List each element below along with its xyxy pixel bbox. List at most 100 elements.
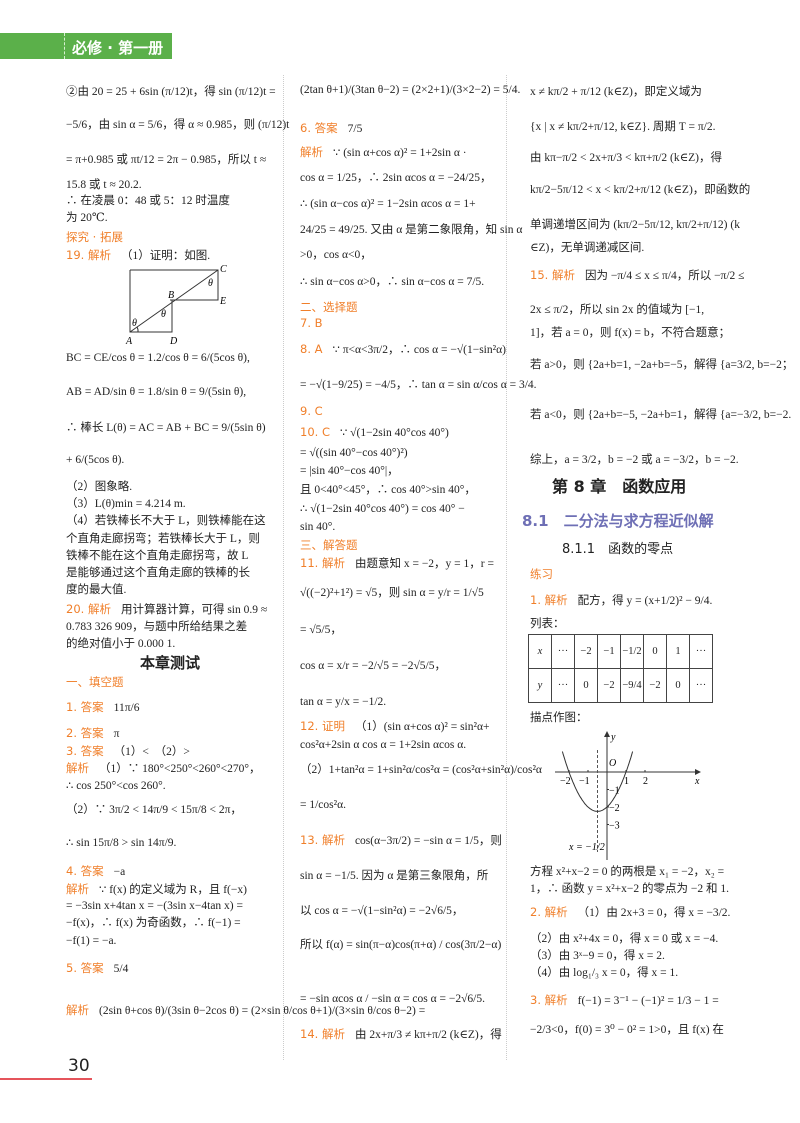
answer-text: （2）∵ 3π/2 < 14π/9 < 15π/8 < 2π，	[66, 804, 242, 816]
answer-text: = √5/5，	[300, 624, 342, 636]
text-line: = √5/5，	[300, 622, 342, 638]
answer-text: 个直角走廊拐弯；若铁棒长大于 L，则	[66, 533, 260, 545]
table-cell: 0	[643, 634, 667, 669]
answer-text: 以 cos α = −√(1−sin²α) = −2√6/5，	[300, 905, 464, 917]
answer-label: 12. 证明	[300, 719, 345, 733]
answer-text: 若 a>0，则 {2a+b=1, −2a+b=−5，解得 {a=3/2, b=−…	[530, 359, 794, 371]
table-cell: ···	[551, 668, 575, 703]
label-c: C	[220, 264, 227, 275]
answer-text: ∵ (sin α+cos α)² = 1+2sin α ·	[333, 147, 467, 159]
text-line: (2tan θ+1)/(3tan θ−2) = (2×2+1)/(3×2−2) …	[300, 82, 520, 98]
text-line: 15. 解析 因为 −π/4 ≤ x ≤ π/4，所以 −π/2 ≤	[530, 267, 745, 284]
answer-text: （1）(sin α+cos α)² = sin²α+	[354, 721, 490, 733]
answer-text: 为 20℃.	[66, 212, 108, 224]
text-line: 本章测试	[140, 655, 200, 673]
book-title: 必修 · 第一册	[72, 39, 164, 57]
answer-label: 2. 答案	[66, 726, 104, 740]
chapter-test-title: 本章测试	[140, 654, 201, 672]
answer-label: 20. 解析	[66, 602, 111, 616]
text-line: −f(x)，∴ f(x) 为奇函数，∴ f(−1) =	[66, 915, 241, 931]
table-cell: ···	[689, 668, 713, 703]
angle-arc	[136, 326, 139, 333]
answer-text: (2sin θ+cos θ)/(3sin θ−2cos θ) = (2×sin …	[99, 1005, 426, 1017]
text-line: 2. 答案 π	[66, 725, 119, 742]
answer-text: ∈Z)，无单调递减区间.	[530, 242, 645, 254]
text-line: 以 cos α = −√(1−sin²α) = −2√6/5，	[300, 903, 463, 919]
section-heading: 探究 · 拓展	[66, 230, 123, 244]
answer-text: −f(1) = −a.	[66, 935, 117, 947]
parabola-curve	[561, 751, 634, 812]
answer-label: 解析	[66, 1003, 89, 1017]
x-tick-label: 1	[624, 776, 629, 787]
answer-text: π	[113, 728, 120, 740]
answer-text: ∵ √(1−2sin 40°cos 40°)	[339, 427, 449, 439]
answer-text: （1）证明：如图.	[120, 250, 211, 262]
text-line: 14. 解析由 2x+π/3 ≠ kπ+π/2 (k∈Z)，得	[300, 1026, 502, 1043]
answer-text: = |sin 40°−cos 40°|，	[300, 465, 399, 477]
figure-19-corridor-diagram: C B E A D θ θ θ	[125, 264, 227, 347]
answer-text: cos(α−3π/2) = −sin α = 1/5，则	[354, 835, 502, 847]
answer-text: 1，∴ 函数 y = x²+x−2 的零点为 −2 和 1.	[530, 883, 730, 895]
table-cell: ···	[551, 634, 575, 669]
answer-text: sin 40°.	[300, 521, 336, 533]
answer-text: f(−1) = 3⁻¹ − (−1)² = 1/3 − 1 =	[577, 995, 719, 1007]
x-tick-label: −2	[560, 776, 571, 787]
text-line: （2）图象略.	[66, 479, 132, 495]
answer-text: x ≠ kπ/2 + π/12 (k∈Z)，即定义域为	[530, 86, 702, 98]
book-header-banner: 必修 · 第一册	[0, 33, 172, 59]
text-line: cos α = x/r = −2/√5 = −2√5/5，	[300, 658, 446, 674]
text-line: 3. 解析 f(−1) = 3⁻¹ − (−1)² = 1/3 − 1 =	[530, 992, 719, 1009]
text-line: sin 40°.	[300, 519, 335, 535]
text-line: （4）由 log₁/₃ x = 0，得 x = 1.	[530, 965, 678, 981]
text-line: （3）L(θ)min = 4.214 m.	[66, 496, 186, 512]
x-axis-label: x	[694, 776, 700, 787]
text-line: {x | x ≠ kπ/2+π/12, k∈Z}. 周期 T = π/2.	[530, 119, 715, 135]
answer-text: 因为 −π/4 ≤ x ≤ π/4，所以 −π/2 ≤	[584, 270, 745, 282]
text-line: ∴ sin 15π/8 > sin 14π/9.	[66, 835, 176, 851]
value-table: x ··· −2 −1 −1/2 0 1 ··· y ··· 0 −2 −9/4 −2 0 ···	[528, 634, 713, 703]
y-axis-arrow	[604, 731, 610, 737]
table-cell: 0	[666, 668, 690, 703]
text-line: 方程 x²+x−2 = 0 的两根是 x₁ = −2，x₂ =	[530, 864, 724, 880]
answer-text: （1）∵ 180°<250°<260°<270°，	[99, 763, 261, 775]
answer-text: 由题意知 x = −2，y = 1，r =	[354, 558, 494, 570]
answer-text: 由 kπ−π/2 < 2x+π/3 < kπ+π/2 (k∈Z)，得	[530, 152, 722, 164]
answer-text: （2）1+tan²α = 1+sin²α/cos²α = (cos²α+sin²…	[300, 764, 542, 776]
answer-text: 是能够通过这个直角走廊的铁棒的长	[66, 567, 250, 579]
answer-text: （2）图象略.	[66, 481, 133, 493]
text-line: 3. 答案 （1）< （2）>	[66, 743, 190, 760]
text-line: （2）1+tan²α = 1+sin²α/cos²α = (cos²α+sin²…	[300, 762, 542, 778]
text-line: ②由 20 = 25 + 6sin (π/12)t，得 sin (π/12)t …	[66, 84, 276, 100]
text-line: 20. 解析 用计算器计算，可得 sin 0.9 ≈	[66, 601, 267, 618]
answer-text: 若 a<0，则 {2a+b=−5, −2a+b=1，解得 {a=−3/2, b=…	[530, 409, 792, 421]
text-line: AB = AD/sin θ = 1.8/sin θ = 9/(5sin θ),	[66, 384, 246, 400]
label-b: B	[168, 290, 174, 301]
answer-label: 7. B	[300, 316, 323, 330]
answer-text: ∴ 在凌晨 0：48 或 5：12 时温度	[66, 195, 230, 207]
label-a: A	[125, 336, 133, 347]
table-row-y: y ··· 0 −2 −9/4 −2 0 ···	[528, 668, 713, 703]
answer-text: 5/4	[113, 963, 129, 975]
text-line: 所以 f(α) = sin(π−α)cos(π+α) / cos(3π/2−α)	[300, 937, 501, 953]
text-line: 个直角走廊拐弯；若铁棒长大于 L，则	[66, 531, 260, 547]
corridor-outline	[129, 269, 219, 333]
text-line: 19. 解析 （1）证明：如图.	[66, 247, 210, 264]
answer-label: 2. 解析	[530, 905, 568, 919]
text-line: = 1/cos²α.	[300, 797, 346, 813]
answer-label: 解析	[300, 145, 323, 159]
table-cell: −9/4	[620, 668, 644, 703]
text-line: 0.783 326 909，与题中所给结果之差	[66, 619, 247, 635]
answer-text: cos α = x/r = −2/√5 = −2√5/5，	[300, 660, 446, 672]
text-line: 10. C ∵ √(1−2sin 40°cos 40°)	[300, 424, 449, 441]
answer-text: AB = AD/sin θ = 1.8/sin θ = 9/(5sin θ),	[66, 386, 247, 398]
answer-text: ②由 20 = 25 + 6sin (π/12)t，得 sin (π/12)t …	[66, 86, 276, 98]
text-line: 第 8 章 函数应用	[552, 479, 686, 497]
text-line: 解析 ∵ (sin α+cos α)² = 1+2sin α ·	[300, 144, 467, 161]
answer-label: 11. 解析	[300, 556, 345, 570]
text-line: sin α = −1/5. 因为 α 是第三象限角，所	[300, 868, 488, 884]
text-line: 的绝对值小于 0.000 1.	[66, 636, 175, 652]
answer-text: (2tan θ+1)/(3tan θ−2) = (2×2+1)/(3×2−2) …	[300, 84, 521, 96]
text-line: 练习	[530, 566, 553, 583]
text-line: = −3sin x+4tan x = −(3sin x−4tan x) =	[66, 898, 243, 914]
